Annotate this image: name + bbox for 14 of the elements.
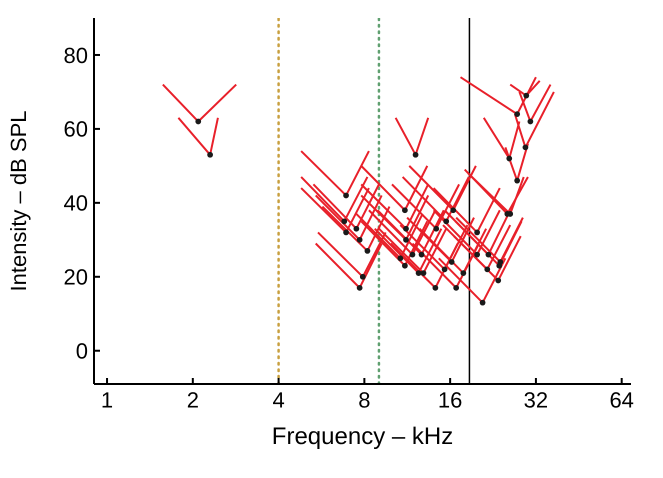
x-tick-label: 4	[272, 388, 285, 413]
y-tick-label: 80	[64, 42, 88, 68]
x-tick-label: 64	[609, 388, 634, 413]
y-tick-label: 20	[64, 264, 88, 290]
y-tick-label: 60	[64, 116, 88, 142]
x-tick-label: 1	[100, 388, 114, 413]
y-tick-label: 40	[64, 190, 88, 216]
x-tick-label: 32	[524, 388, 548, 413]
x-tick-label: 2	[186, 388, 199, 413]
x-tick-label: 8	[358, 388, 370, 413]
y-tick-label: 0	[76, 338, 88, 364]
y-axis-title: Intensity – dB SPL	[6, 110, 31, 292]
x-axis-title: Frequency – kHz	[272, 423, 454, 450]
x-tick-label: 16	[438, 388, 462, 413]
